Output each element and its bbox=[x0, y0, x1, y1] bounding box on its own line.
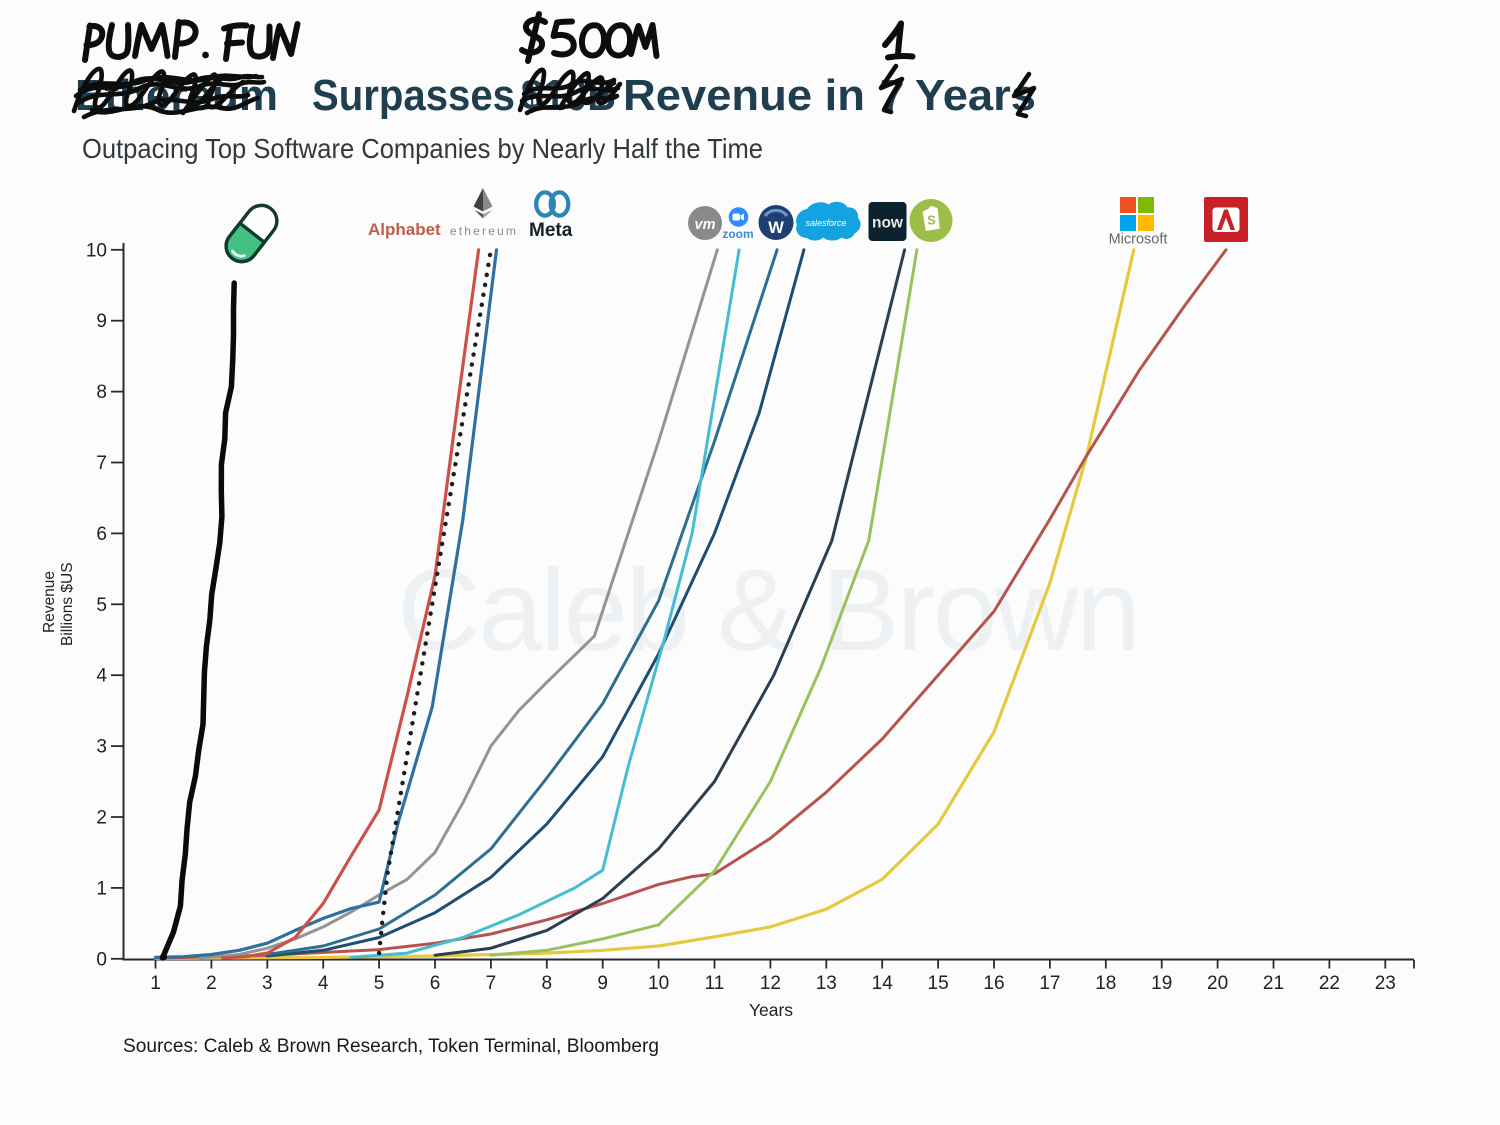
svg-text:Surpasses: Surpasses bbox=[312, 71, 515, 120]
svg-text:1: 1 bbox=[96, 878, 107, 899]
svg-text:zoom: zoom bbox=[722, 227, 753, 241]
svg-text:13: 13 bbox=[816, 973, 837, 994]
svg-text:16: 16 bbox=[983, 973, 1004, 994]
svg-text:3: 3 bbox=[262, 973, 273, 994]
svg-text:9: 9 bbox=[96, 311, 107, 332]
svg-text:11: 11 bbox=[705, 973, 725, 994]
svg-text:S: S bbox=[927, 213, 936, 228]
svg-text:5: 5 bbox=[374, 973, 385, 994]
svg-text:19: 19 bbox=[1151, 973, 1172, 994]
svg-text:Revenue in: Revenue in bbox=[623, 71, 865, 120]
svg-text:7: 7 bbox=[486, 973, 497, 994]
svg-text:7: 7 bbox=[96, 453, 107, 474]
svg-text:14: 14 bbox=[872, 973, 894, 994]
svg-text:2: 2 bbox=[96, 808, 107, 829]
svg-text:salesforce: salesforce bbox=[805, 218, 846, 228]
svg-text:21: 21 bbox=[1263, 973, 1284, 994]
svg-text:Revenue: Revenue bbox=[41, 571, 58, 633]
svg-text:3: 3 bbox=[96, 737, 107, 758]
svg-text:Sources: Caleb & Brown Researc: Sources: Caleb & Brown Research, Token T… bbox=[123, 1036, 659, 1057]
svg-text:6: 6 bbox=[96, 524, 107, 545]
svg-text:Alphabet: Alphabet bbox=[368, 220, 441, 239]
svg-text:0: 0 bbox=[96, 949, 107, 970]
svg-text:20: 20 bbox=[1207, 973, 1228, 994]
svg-text:10: 10 bbox=[648, 973, 669, 994]
svg-text:17: 17 bbox=[1039, 973, 1060, 994]
svg-text:Meta: Meta bbox=[529, 220, 573, 241]
svg-text:4: 4 bbox=[96, 666, 107, 687]
svg-text:15: 15 bbox=[928, 973, 949, 994]
svg-text:8: 8 bbox=[542, 973, 553, 994]
svg-text:Microsoft: Microsoft bbox=[1109, 232, 1168, 248]
svg-text:W: W bbox=[768, 219, 784, 237]
svg-text:10: 10 bbox=[86, 240, 107, 261]
svg-text:12: 12 bbox=[760, 973, 781, 994]
svg-text:9: 9 bbox=[597, 973, 608, 994]
svg-text:4: 4 bbox=[318, 973, 329, 994]
svg-text:vm: vm bbox=[695, 217, 716, 233]
svg-text:now: now bbox=[872, 215, 904, 232]
svg-text:22: 22 bbox=[1319, 973, 1340, 994]
svg-text:2: 2 bbox=[206, 973, 217, 994]
svg-text:5: 5 bbox=[96, 595, 107, 616]
svg-text:Billions $US: Billions $US bbox=[59, 562, 76, 646]
svg-text:18: 18 bbox=[1095, 973, 1116, 994]
svg-text:Outpacing Top Software Compani: Outpacing Top Software Companies by Near… bbox=[82, 133, 763, 164]
svg-text:6: 6 bbox=[430, 973, 441, 994]
svg-text:Years: Years bbox=[749, 1000, 793, 1020]
svg-text:8: 8 bbox=[96, 382, 107, 403]
svg-text:Caleb & Brown: Caleb & Brown bbox=[397, 545, 1138, 675]
svg-text:ethereum: ethereum bbox=[450, 224, 518, 238]
svg-text:1: 1 bbox=[150, 973, 161, 994]
svg-text:23: 23 bbox=[1375, 973, 1396, 994]
